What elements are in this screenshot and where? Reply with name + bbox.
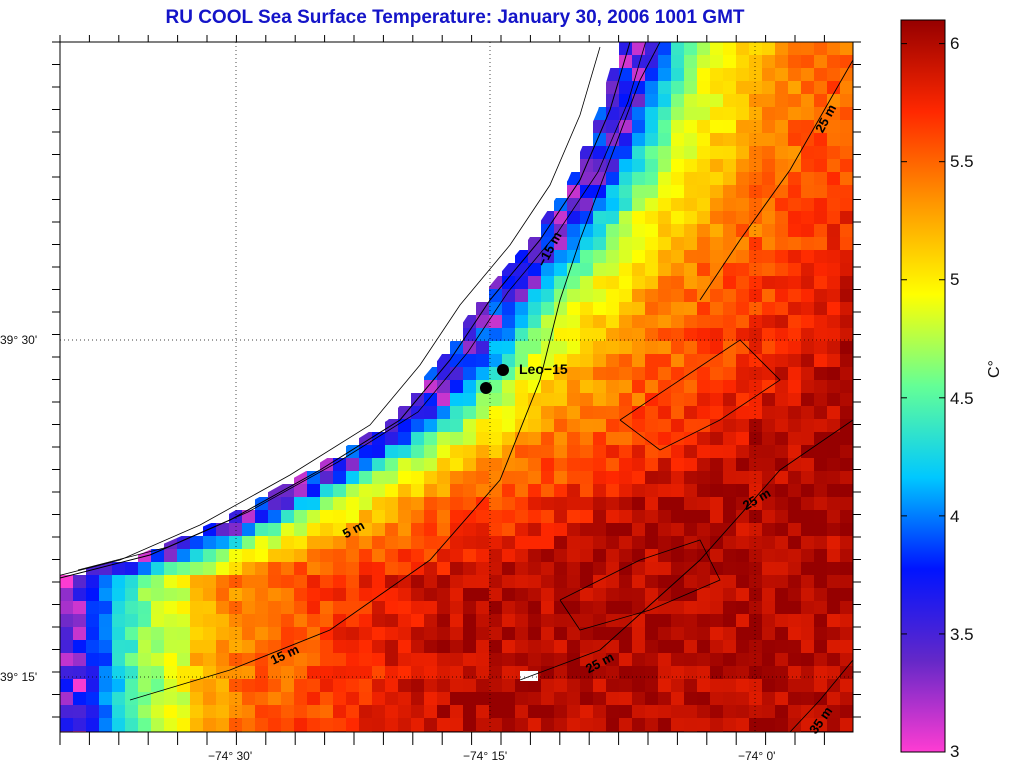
lon-label-74-30: −74° 30' xyxy=(208,749,253,763)
colorbar-ticks xyxy=(901,43,945,753)
lat-label-39-15: 39° 15' xyxy=(0,670,38,684)
lon-label-74-15: −74° 15' xyxy=(463,749,508,763)
colorbar-tick-3: 3 xyxy=(950,742,960,761)
map-frame xyxy=(59,41,854,733)
colorbar-tick-4-5: 4.5 xyxy=(950,389,974,408)
station-marker-1 xyxy=(497,364,509,376)
axis-ticks xyxy=(52,35,861,745)
station-label: Leo−15 xyxy=(519,361,568,377)
colorbar-tick-4: 4 xyxy=(950,507,960,526)
map-title: RU COOL Sea Surface Temperature: January… xyxy=(165,7,745,28)
lon-label-74-0: −74° 0' xyxy=(738,749,776,763)
colorbar-tick-6: 6 xyxy=(950,34,960,53)
colorbar-tick-3-5: 3.5 xyxy=(950,625,974,644)
bathymetry-contours xyxy=(60,42,853,732)
lat-label-39-30: 39° 30' xyxy=(0,333,38,347)
station-marker-2 xyxy=(480,382,492,394)
colorbar-tick-5: 5 xyxy=(950,270,960,289)
sst-raster xyxy=(60,42,853,732)
colorbar-tick-5-5: 5.5 xyxy=(950,152,974,171)
land-mask xyxy=(60,42,618,732)
colorbar-unit-label: C° xyxy=(986,360,1003,378)
colorbar xyxy=(900,19,946,753)
